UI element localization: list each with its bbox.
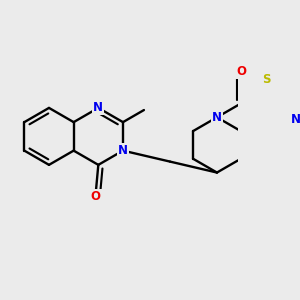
Text: O: O <box>237 65 247 78</box>
Text: N: N <box>212 111 222 124</box>
Text: N: N <box>291 113 300 126</box>
Text: N: N <box>118 144 128 157</box>
Text: O: O <box>91 190 101 203</box>
Text: S: S <box>262 73 271 86</box>
Text: N: N <box>93 101 103 114</box>
